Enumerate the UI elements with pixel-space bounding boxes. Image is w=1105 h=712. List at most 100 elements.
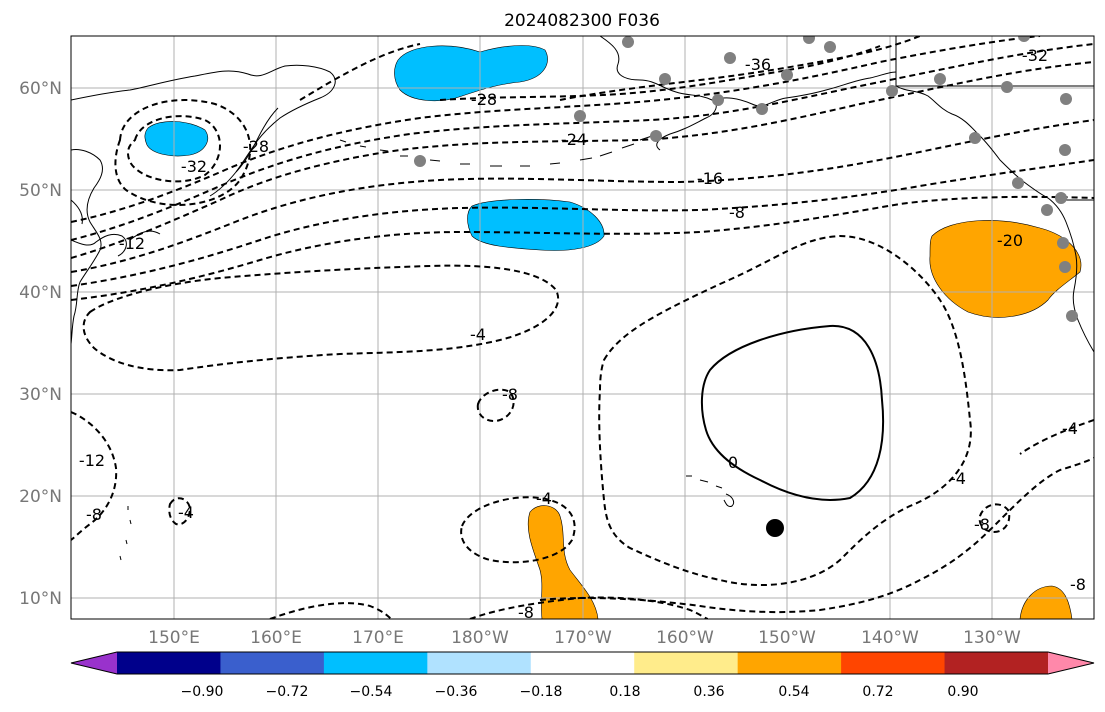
colorbar-tick-label: 0.90 [947,684,978,700]
contour-label: -4 [1062,419,1078,438]
contour-line [71,159,1094,287]
lon-label: 130°W [963,628,1021,648]
station-dot [1001,81,1013,93]
contour-label: -8 [86,505,102,524]
colorbar-tick-label: 0.54 [778,684,809,700]
contour-label: -8 [974,515,990,534]
colorbar-tick-label: −0.72 [266,684,309,700]
contour-line [71,119,1094,273]
contour-label: -16 [697,169,723,188]
station-dot [886,85,898,97]
colorbar-outline [70,651,1095,675]
colorbar-tick-label: −0.36 [435,684,478,700]
contour-line [71,43,1094,241]
colorbar-extend-low [71,652,117,674]
contour-line [71,411,118,541]
colorbar-segment [841,652,946,674]
lat-label: 60°N [19,79,62,99]
contour-line [126,115,221,183]
lat-label: 30°N [19,385,62,405]
positive-shading [527,220,1082,619]
station-dot [756,103,768,115]
contour-label: -28 [471,90,497,109]
colorbar-segment [323,652,428,674]
contour-label: -20 [997,231,1023,250]
lat-label: 50°N [19,181,62,201]
contour-line [469,596,709,619]
colorbar [70,651,1095,675]
contour-line [978,503,1011,534]
contour-line [299,43,421,101]
contour-label: -32 [181,157,207,176]
colorbar-tick-label: 0.18 [609,684,640,700]
contour-line [71,61,1094,259]
contour-line [439,45,881,101]
contour-line [476,388,515,422]
station-dot [1012,177,1024,189]
colorbar-segment [634,652,739,674]
station-dot [969,132,981,144]
station-dot [1041,204,1053,216]
lon-label: 160°E [250,628,302,648]
contour-line [71,195,1094,301]
contour-label: -8 [729,203,745,222]
station-dot [824,41,836,53]
location-marker [766,519,784,537]
lat-label: 20°N [19,487,62,507]
map-panel: -36 -32 -28 -24 -16 -8 -32 -28 -12 -4 -8… [71,36,1094,619]
contour-line [559,36,921,101]
contour-line [114,99,252,206]
lat-label: 40°N [19,283,62,303]
map-frame [70,35,1095,620]
contour-line [168,497,192,526]
station-dot [1018,36,1030,42]
lon-label: 150°E [148,628,200,648]
contour-labels: -36 -32 -28 -24 -16 -8 -32 -28 -12 -4 -8… [79,46,1086,619]
blue-patch-okhotsk [144,121,209,157]
colorbar-segment [427,652,532,674]
graticule [71,36,1094,619]
colorbar-tick-label: 0.36 [693,684,724,700]
contour-label: -36 [745,55,771,74]
contour-label: -4 [536,489,552,508]
contour-label: -4 [950,469,966,488]
station-dot [1059,261,1071,273]
colorbar-extend-high [1048,652,1094,674]
blue-patch-bering [394,45,548,102]
station-dot [1055,192,1067,204]
station-dot [724,52,736,64]
contour-label: -32 [1022,46,1048,65]
latitude-labels: 60°N 50°N 40°N 30°N 20°N 10°N [19,79,62,609]
figure-title: 2024082300 F036 [504,11,660,31]
contour-label: -28 [243,137,269,156]
lon-label: 170°E [352,628,404,648]
station-dot [1060,93,1072,105]
contour-line [539,457,1094,614]
lat-label: 10°N [19,589,62,609]
station-dot [1057,237,1069,249]
contour-label: 0 [728,453,738,472]
contour-label: -8 [1070,575,1086,594]
station-dot [934,73,946,85]
contour-label: -12 [79,451,105,470]
colorbar-tick-label: 0.72 [862,684,893,700]
station-dot [622,36,634,48]
station-dot [1059,144,1071,156]
colorbar-segment [530,652,635,674]
station-dot [650,130,662,142]
colorbar-tick-label: −0.18 [520,684,563,700]
contour-label: -4 [470,325,486,344]
colorbar-segment [737,652,842,674]
station-dot [781,69,793,81]
coastlines [71,36,1094,561]
longitude-labels: 150°E 160°E 170°E 180°W 170°W 160°W 150°… [148,628,1021,648]
contour-line [71,36,1041,223]
negative-shading [144,45,605,251]
contour-line-zero [700,324,885,501]
lon-label: 150°W [758,628,816,648]
colorbar-tick-label: −0.54 [350,684,393,700]
contours [71,36,1094,619]
colorbar-tick-label: −0.90 [181,684,224,700]
station-dot [803,36,815,44]
